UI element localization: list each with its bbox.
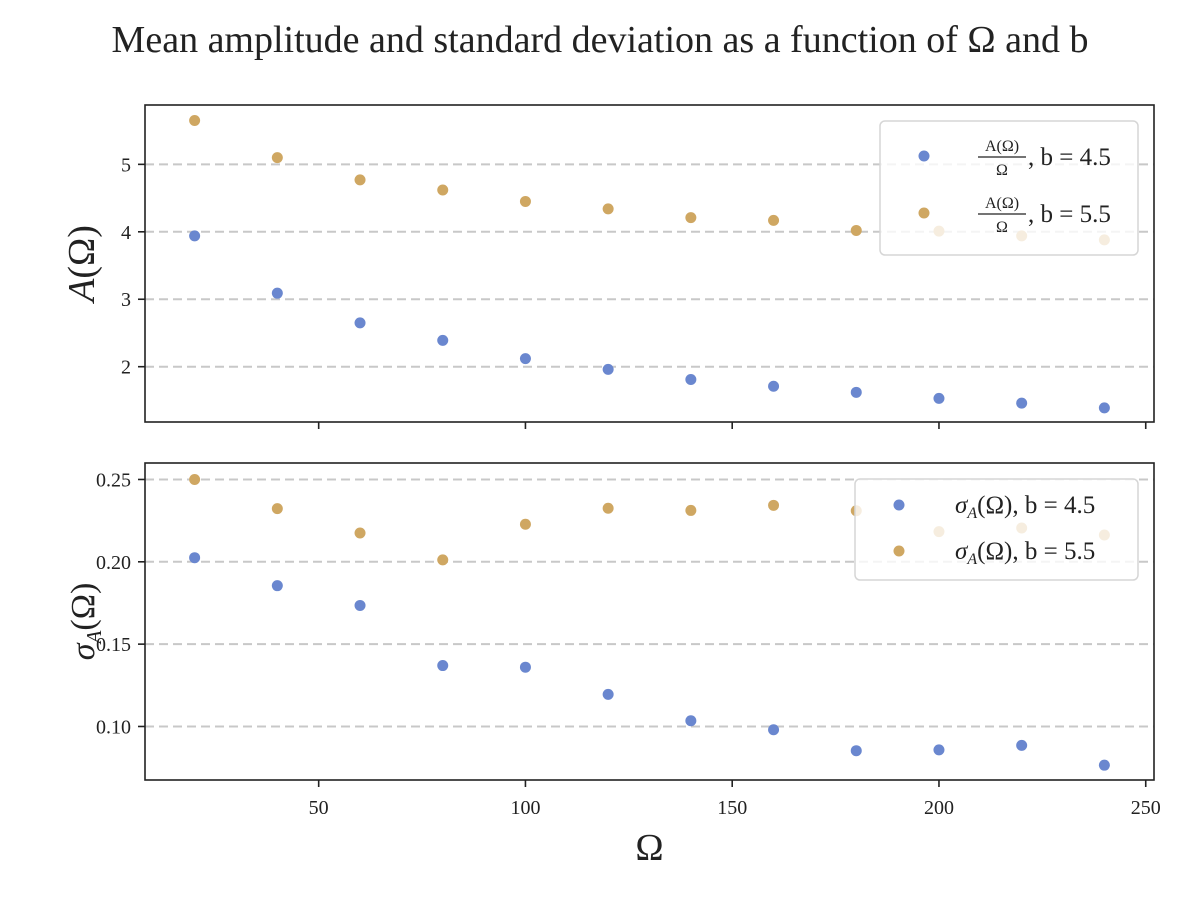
data-point <box>189 115 201 127</box>
data-point <box>354 527 366 539</box>
data-point <box>437 660 449 672</box>
data-point <box>685 374 697 386</box>
axes-frame <box>144 462 1155 781</box>
legend: A(Ω) Ω , b = 4.5 A(Ω) Ω , b = 5.5 <box>879 120 1139 256</box>
data-point <box>768 214 780 226</box>
legend-fraction-numerator: A(Ω) <box>985 195 1019 212</box>
legend: σA(Ω), b = 4.5 σA(Ω), b = 5.5 <box>854 478 1139 581</box>
data-point <box>768 380 780 392</box>
x-tick-label: 150 <box>717 797 747 819</box>
legend-label: , b = 4.5 <box>1028 144 1111 171</box>
data-point <box>1098 402 1110 414</box>
data-point <box>519 353 531 365</box>
legend-label: σA(Ω), b = 4.5 <box>955 492 1095 522</box>
data-point <box>189 230 201 242</box>
data-point <box>602 203 614 215</box>
data-point <box>602 502 614 514</box>
data-point <box>271 580 283 592</box>
data-point <box>1016 739 1028 751</box>
legend-label: , b = 5.5 <box>1028 201 1111 228</box>
x-tick-label: 200 <box>924 797 954 819</box>
y-tick-label: 5 <box>121 154 131 176</box>
y-axis-label: σA(Ω) <box>65 583 106 661</box>
y-tick-label: 2 <box>121 357 131 379</box>
panel-2: 0.10 0.15 0.20 0.25 50 100 150 200 250 σA(Ω) ΩσA(Ω… <box>65 462 1161 869</box>
series-1 <box>189 552 1110 771</box>
data-point <box>1016 397 1028 409</box>
y-tick-label: 0.20 <box>96 552 131 574</box>
data-point <box>189 552 201 564</box>
series-1 <box>189 230 1110 414</box>
legend-item: A(Ω) Ω , b = 4.5 <box>918 138 1111 179</box>
data-point <box>271 152 283 164</box>
data-point <box>850 745 862 757</box>
data-point <box>354 174 366 186</box>
data-point <box>685 715 697 727</box>
y-tick-label: 3 <box>121 289 131 311</box>
legend-item: σA(Ω), b = 4.5 <box>893 492 1095 522</box>
data-point <box>933 392 945 404</box>
legend-label: σA(Ω), b = 5.5 <box>955 538 1095 568</box>
data-point <box>602 688 614 700</box>
x-tick-label: 250 <box>1131 797 1161 819</box>
legend-marker <box>918 150 930 162</box>
legend-box <box>879 120 1139 256</box>
figure-title: Mean amplitude and standard deviation as… <box>112 19 1089 61</box>
data-point <box>850 224 862 236</box>
data-point <box>685 504 697 516</box>
axes-frame <box>144 104 1155 423</box>
legend-marker <box>918 207 930 219</box>
legend-item: A(Ω) Ω , b = 5.5 <box>918 195 1111 236</box>
legend-box <box>854 478 1139 581</box>
data-point <box>850 386 862 398</box>
y-tick-label: 4 <box>121 222 131 244</box>
data-point <box>768 499 780 511</box>
data-point <box>189 473 201 485</box>
data-point <box>354 317 366 329</box>
data-point <box>437 334 449 346</box>
legend-fraction-denominator: Ω <box>996 162 1008 179</box>
y-tick-label: 0.10 <box>96 716 131 738</box>
data-point <box>602 363 614 375</box>
y-tick-label: 0.15 <box>96 634 131 656</box>
data-point <box>437 554 449 566</box>
data-point <box>519 518 531 530</box>
panel-1: 2 3 4 5 A(Ω) A(Ω) Ω , b = 4.5 A(Ω) Ω , b = 5.5 <box>61 104 1155 429</box>
legend-marker <box>893 545 905 557</box>
x-tick-label: 100 <box>510 797 540 819</box>
data-point <box>1098 759 1110 771</box>
data-point <box>933 744 945 756</box>
panels: 2 3 4 5 A(Ω) A(Ω) Ω , b = 4.5 A(Ω) Ω , b = 5.5 0.10… <box>61 104 1161 869</box>
legend-marker <box>893 499 905 511</box>
y-axis-label: A(Ω) <box>61 225 103 305</box>
data-point <box>519 195 531 207</box>
x-tick-label: 50 <box>309 797 329 819</box>
data-point <box>768 724 780 736</box>
legend-fraction-numerator: A(Ω) <box>985 138 1019 155</box>
data-point <box>519 661 531 673</box>
data-point <box>437 184 449 196</box>
legend-fraction-denominator: Ω <box>996 219 1008 236</box>
x-axis-label: Ω <box>635 827 663 869</box>
data-point <box>354 599 366 611</box>
data-point <box>271 503 283 515</box>
data-point <box>271 287 283 299</box>
legend-item: σA(Ω), b = 5.5 <box>893 538 1095 568</box>
data-point <box>685 212 697 224</box>
y-tick-label: 0.25 <box>96 469 131 491</box>
